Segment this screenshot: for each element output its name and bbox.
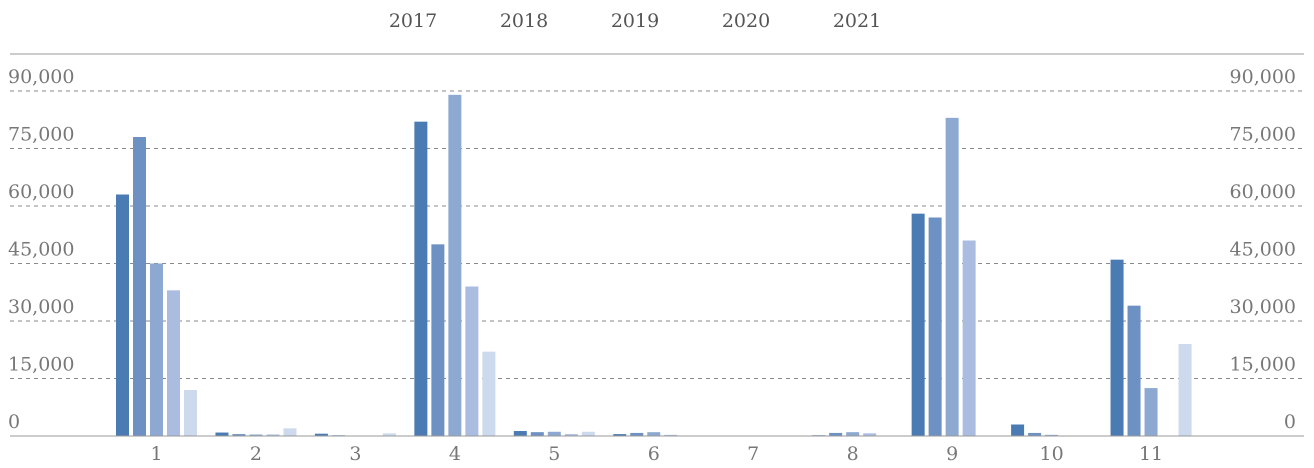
bar-2018-cat-11	[1127, 305, 1141, 436]
y-tick-right: 60,000	[1230, 181, 1296, 203]
y-tick-left: 45,000	[8, 239, 74, 261]
legend-item-2017: 2017	[389, 10, 437, 32]
bar-2020-cat-9	[962, 240, 976, 436]
legend-item-2018: 2018	[500, 10, 548, 32]
bar-2020-cat-2	[266, 434, 280, 436]
bar-2017-cat-4	[414, 121, 428, 437]
bar-2018-cat-5	[530, 432, 544, 436]
y-tick-right: 45,000	[1230, 239, 1296, 261]
x-tick-label: 10	[1039, 443, 1063, 465]
bar-2019-cat-4	[448, 94, 462, 436]
x-tick-label: 2	[250, 443, 262, 465]
bar-2019-cat-5	[547, 431, 561, 436]
bars	[116, 94, 1192, 437]
x-tick-label: 5	[548, 443, 560, 465]
x-tick-label: 1	[150, 443, 162, 465]
y-axis-left: 0 15,000 30,000 45,000 60,000 75,000 90,000	[8, 66, 74, 433]
bar-2018-cat-4	[431, 244, 445, 436]
y-tick-right: 30,000	[1230, 296, 1296, 318]
x-tick-label: 7	[747, 443, 759, 465]
y-tick-left: 75,000	[8, 124, 74, 146]
y-tick-left: 90,000	[8, 66, 74, 88]
bar-2018-cat-9	[928, 217, 942, 436]
bar-2019-cat-10	[1045, 434, 1059, 436]
x-axis: 1 2 3 4 5 6 7 8 9 10 11	[150, 443, 1163, 465]
bar-2017-cat-5	[513, 431, 527, 436]
legend: 2017 2018 2019 2020 2021	[389, 10, 881, 32]
bar-2019-cat-9	[945, 117, 959, 436]
y-tick-left: 30,000	[8, 296, 74, 318]
bar-2017-cat-6	[613, 434, 627, 436]
bar-2019-cat-8	[846, 432, 860, 436]
bar-2020-cat-8	[863, 433, 877, 436]
bar-2019-cat-6	[647, 432, 661, 436]
bar-2019-cat-2	[249, 434, 263, 436]
bar-2019-cat-11	[1144, 388, 1158, 436]
bar-2018-cat-8	[829, 432, 843, 436]
bar-2021-cat-4	[482, 351, 496, 436]
bar-2020-cat-1	[167, 290, 180, 436]
x-tick-label: 6	[648, 443, 660, 465]
bar-2018-cat-6	[630, 432, 644, 436]
bar-2021-cat-1	[184, 390, 197, 436]
bar-2017-cat-1	[116, 194, 129, 436]
bar-2020-cat-4	[465, 286, 479, 436]
y-tick-left: 0	[8, 411, 20, 433]
bar-2020-cat-6	[664, 434, 678, 436]
bar-2021-cat-3	[382, 433, 396, 436]
bar-2020-cat-5	[564, 434, 578, 436]
bar-2018-cat-10	[1028, 432, 1042, 436]
y-tick-right: 90,000	[1230, 66, 1296, 88]
y-tick-left: 60,000	[8, 181, 74, 203]
x-tick-label: 3	[349, 443, 361, 465]
bar-2017-cat-9	[911, 213, 925, 436]
bar-2018-cat-1	[133, 137, 146, 436]
legend-item-2021: 2021	[833, 10, 881, 32]
bar-2017-cat-11	[1110, 259, 1124, 436]
bar-2018-cat-2	[232, 434, 246, 436]
x-tick-label: 8	[847, 443, 859, 465]
x-tick-label: 4	[449, 443, 461, 465]
y-tick-right: 15,000	[1230, 354, 1296, 376]
y-tick-right: 75,000	[1230, 124, 1296, 146]
bar-2021-cat-11	[1178, 344, 1192, 436]
x-tick-label: 11	[1139, 443, 1163, 465]
bar-2021-cat-5	[581, 431, 595, 436]
bar-2021-cat-2	[283, 428, 297, 436]
bar-2017-cat-3	[314, 433, 328, 436]
x-tick-label: 9	[946, 443, 958, 465]
legend-item-2019: 2019	[611, 10, 659, 32]
bar-2019-cat-1	[150, 263, 163, 436]
y-tick-right: 0	[1284, 411, 1296, 433]
bar-2017-cat-2	[215, 432, 229, 436]
legend-item-2020: 2020	[722, 10, 770, 32]
y-tick-left: 15,000	[8, 354, 74, 376]
gridlines	[10, 90, 1304, 379]
bar-2017-cat-10	[1011, 424, 1025, 436]
y-axis-right: 0 15,000 30,000 45,000 60,000 75,000 90,000	[1230, 66, 1296, 433]
